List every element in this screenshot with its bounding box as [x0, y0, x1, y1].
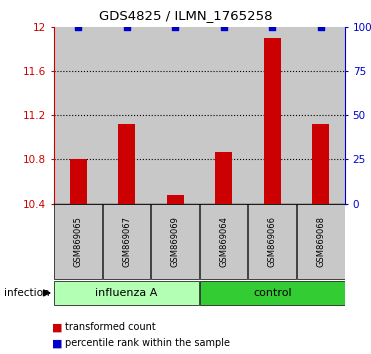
- Bar: [200, 27, 248, 204]
- Text: influenza A: influenza A: [95, 288, 158, 298]
- Text: infection: infection: [4, 288, 49, 298]
- Bar: [215, 152, 232, 204]
- Bar: [118, 124, 135, 204]
- FancyBboxPatch shape: [297, 204, 345, 279]
- FancyBboxPatch shape: [103, 204, 150, 279]
- FancyBboxPatch shape: [54, 281, 199, 305]
- Bar: [312, 124, 329, 204]
- Text: GDS4825 / ILMN_1765258: GDS4825 / ILMN_1765258: [99, 9, 272, 22]
- Point: [318, 24, 324, 29]
- Bar: [102, 27, 151, 204]
- Bar: [248, 27, 296, 204]
- Point: [221, 24, 227, 29]
- Bar: [70, 159, 86, 204]
- FancyBboxPatch shape: [54, 204, 102, 279]
- Text: GSM869065: GSM869065: [73, 216, 83, 267]
- Text: transformed count: transformed count: [65, 322, 156, 332]
- Bar: [167, 195, 184, 204]
- Point: [172, 24, 178, 29]
- Bar: [151, 27, 200, 204]
- FancyBboxPatch shape: [200, 281, 345, 305]
- Point: [269, 24, 275, 29]
- Text: GSM869064: GSM869064: [219, 216, 228, 267]
- Text: ■: ■: [52, 322, 62, 332]
- Bar: [264, 38, 281, 204]
- Bar: [296, 27, 345, 204]
- Text: GSM869069: GSM869069: [171, 216, 180, 267]
- Text: GSM869068: GSM869068: [316, 216, 325, 267]
- FancyBboxPatch shape: [200, 204, 247, 279]
- Text: GSM869066: GSM869066: [268, 216, 277, 267]
- Text: ■: ■: [52, 338, 62, 348]
- Point: [124, 24, 129, 29]
- Text: control: control: [253, 288, 292, 298]
- Text: GSM869067: GSM869067: [122, 216, 131, 267]
- FancyBboxPatch shape: [249, 204, 296, 279]
- FancyBboxPatch shape: [151, 204, 199, 279]
- Text: percentile rank within the sample: percentile rank within the sample: [65, 338, 230, 348]
- Bar: [54, 27, 102, 204]
- Point: [75, 24, 81, 29]
